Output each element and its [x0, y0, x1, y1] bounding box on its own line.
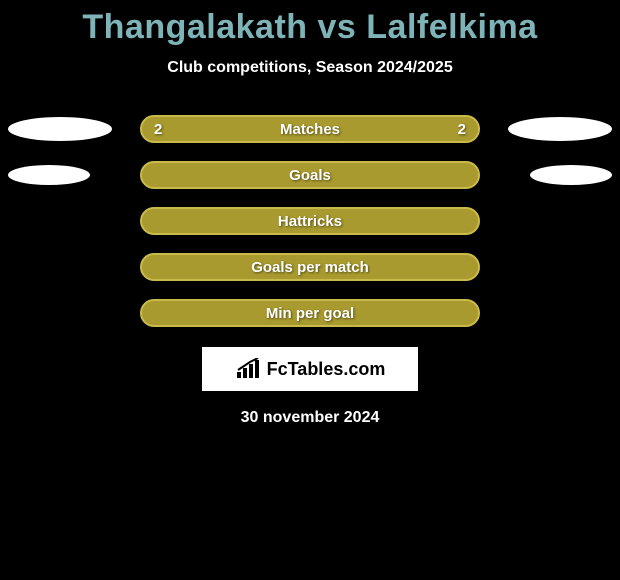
stat-label: Goals [289, 167, 331, 184]
stat-row: Hattricks [0, 207, 620, 235]
stat-label: Min per goal [266, 305, 354, 322]
ellipse-left [8, 165, 90, 185]
stats-container: Thangalakath vs Lalfelkima Club competit… [0, 0, 620, 427]
stat-rows: 2 Matches 2 Goals Hattricks Goals per match Mi… [0, 115, 620, 327]
stat-bar: Min per goal [140, 299, 480, 327]
stat-row: Goals [0, 161, 620, 189]
brand-box[interactable]: FcTables.com [202, 347, 418, 391]
stat-bar: 2 Matches 2 [140, 115, 480, 143]
ellipse-left [8, 117, 112, 141]
player-right-name: Lalfelkima [366, 8, 537, 46]
stat-value-left: 2 [154, 121, 162, 138]
brand-text: FcTables.com [267, 359, 386, 380]
ellipse-right [508, 117, 612, 141]
ellipse-right [530, 165, 612, 185]
stat-row: Min per goal [0, 299, 620, 327]
stat-label: Hattricks [278, 213, 342, 230]
page-title: Thangalakath vs Lalfelkima [0, 8, 620, 47]
date-text: 30 november 2024 [0, 409, 620, 427]
stat-label: Matches [280, 121, 340, 138]
vs-text: vs [308, 8, 367, 46]
stat-label: Goals per match [251, 259, 369, 276]
stat-bar: Goals per match [140, 253, 480, 281]
stat-row: Goals per match [0, 253, 620, 281]
stat-bar: Hattricks [140, 207, 480, 235]
player-left-name: Thangalakath [82, 8, 307, 46]
stat-value-right: 2 [458, 121, 466, 138]
chart-icon [235, 358, 261, 380]
subtitle: Club competitions, Season 2024/2025 [0, 59, 620, 77]
stat-bar: Goals [140, 161, 480, 189]
stat-row: 2 Matches 2 [0, 115, 620, 143]
